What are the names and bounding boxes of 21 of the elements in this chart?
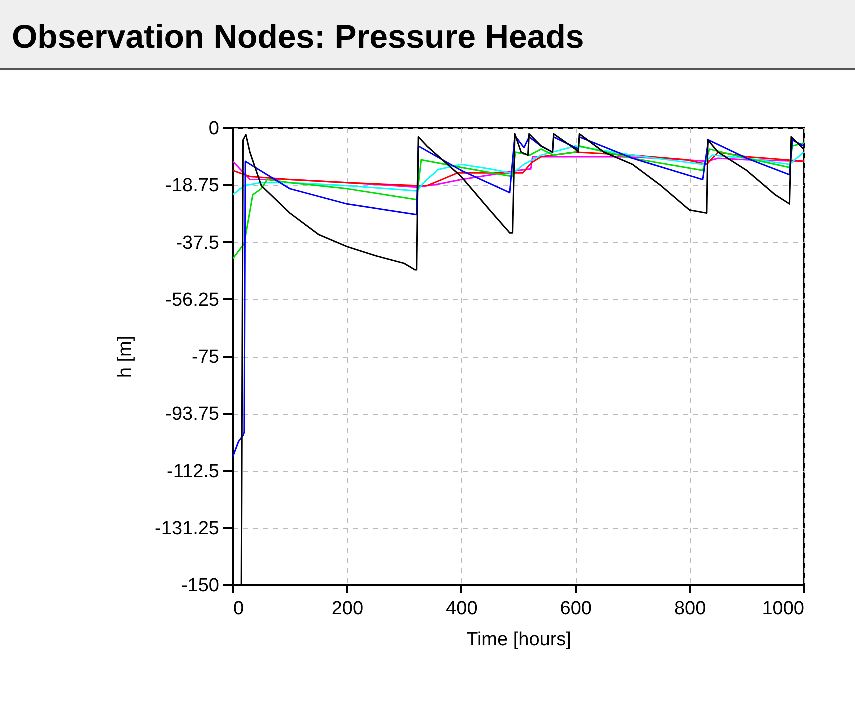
x-tick-label: 400 — [446, 598, 478, 620]
y-tick-label: -75 — [192, 347, 220, 368]
line-series — [233, 142, 804, 260]
x-tick-label: 0 — [234, 598, 244, 620]
x-tick-label: 200 — [332, 598, 364, 620]
y-tick-label: -18.75 — [166, 176, 220, 197]
y-tick-label: -37.5 — [176, 232, 220, 254]
x-tick-label: 800 — [674, 598, 706, 620]
x-axis-title: Time [hours] — [466, 630, 572, 650]
y-tick-label: -56.25 — [166, 290, 220, 311]
y-tick-label: 0 — [208, 118, 220, 140]
chart-title: Observation Nodes: Pressure Heads — [0, 0, 855, 70]
x-tick-label: 600 — [560, 598, 592, 620]
y-tick-label: -150 — [181, 576, 220, 596]
line-series — [233, 146, 804, 196]
line-series — [233, 135, 804, 458]
x-tick-label: 1000 — [762, 598, 804, 620]
y-axis-title: h [m] — [115, 336, 136, 378]
y-tick-label: -93.75 — [166, 404, 220, 426]
y-tick-label: -131.25 — [155, 518, 220, 540]
y-tick-label: -112.5 — [167, 461, 220, 482]
